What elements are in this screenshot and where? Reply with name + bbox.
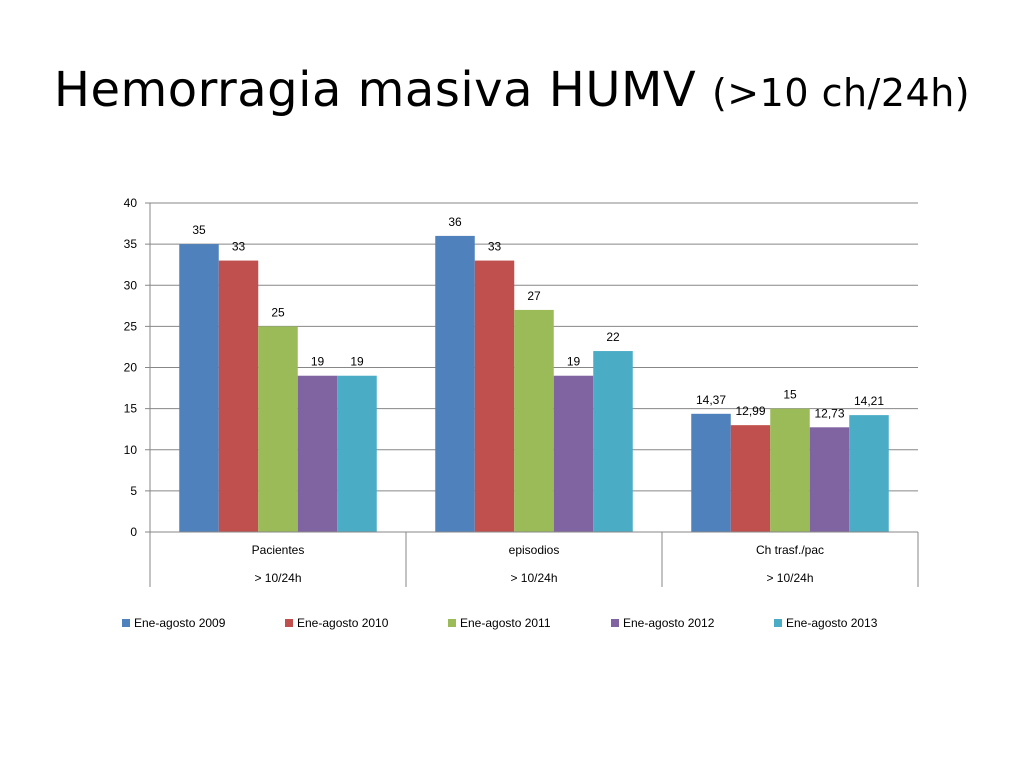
title-sub: (>10 ch/24h) [711,71,971,115]
legend-swatch [122,619,130,627]
bar [849,415,889,532]
y-tick-label: 20 [124,361,138,375]
legend-label: Ene-agosto 2011 [460,616,551,630]
y-tick-label: 5 [130,484,137,498]
data-label: 33 [232,240,246,254]
x-category-sublabel: > 10/24h [510,571,557,585]
legend-swatch [448,619,456,627]
y-tick-label: 25 [124,319,138,333]
legend-label: Ene-agosto 2013 [786,616,878,630]
bar [691,413,731,532]
data-label: 33 [488,240,502,254]
y-tick-label: 35 [124,237,138,251]
y-tick-label: 0 [130,525,137,539]
x-category-sublabel: > 10/24h [766,571,813,585]
bar [179,244,219,532]
bar [553,375,594,532]
x-category-label: Pacientes [252,543,305,557]
legend-label: Ene-agosto 2010 [297,616,389,630]
bar [514,309,554,532]
data-label: 27 [527,289,541,303]
bar [297,375,338,532]
data-label: 15 [783,388,797,402]
title-main: Hemorragia masiva HUMV [53,62,697,118]
bar [258,326,298,532]
data-label: 25 [271,305,285,319]
y-tick-label: 30 [124,278,138,292]
data-label: 14,37 [696,393,726,407]
data-label: 19 [350,355,364,369]
bar [730,425,771,532]
data-label: 19 [311,355,325,369]
legend-label: Ene-agosto 2012 [623,616,715,630]
legend-label: Ene-agosto 2009 [134,616,226,630]
data-label: 35 [192,223,206,237]
x-category-label: episodios [509,543,560,557]
bar [337,375,377,532]
data-label: 22 [606,330,620,344]
data-label: 36 [448,215,462,229]
x-category-label: Ch trasf./pac [756,543,824,557]
legend-swatch [774,619,782,627]
data-label: 12,73 [814,406,844,420]
y-tick-label: 40 [124,196,138,210]
slide-title: Hemorragia masiva HUMV (>10 ch/24h) [0,62,1024,118]
bar [809,427,850,532]
y-tick-label: 15 [124,402,138,416]
legend-swatch [285,619,293,627]
bar [593,351,633,532]
legend-swatch [611,619,619,627]
data-label: 12,99 [735,404,765,418]
bar [218,260,259,532]
x-category-sublabel: > 10/24h [254,571,301,585]
y-tick-label: 10 [124,443,138,457]
data-label: 19 [567,355,581,369]
bar [435,235,475,532]
bar [474,260,515,532]
data-label: 14,21 [854,394,884,408]
bar [770,408,810,532]
